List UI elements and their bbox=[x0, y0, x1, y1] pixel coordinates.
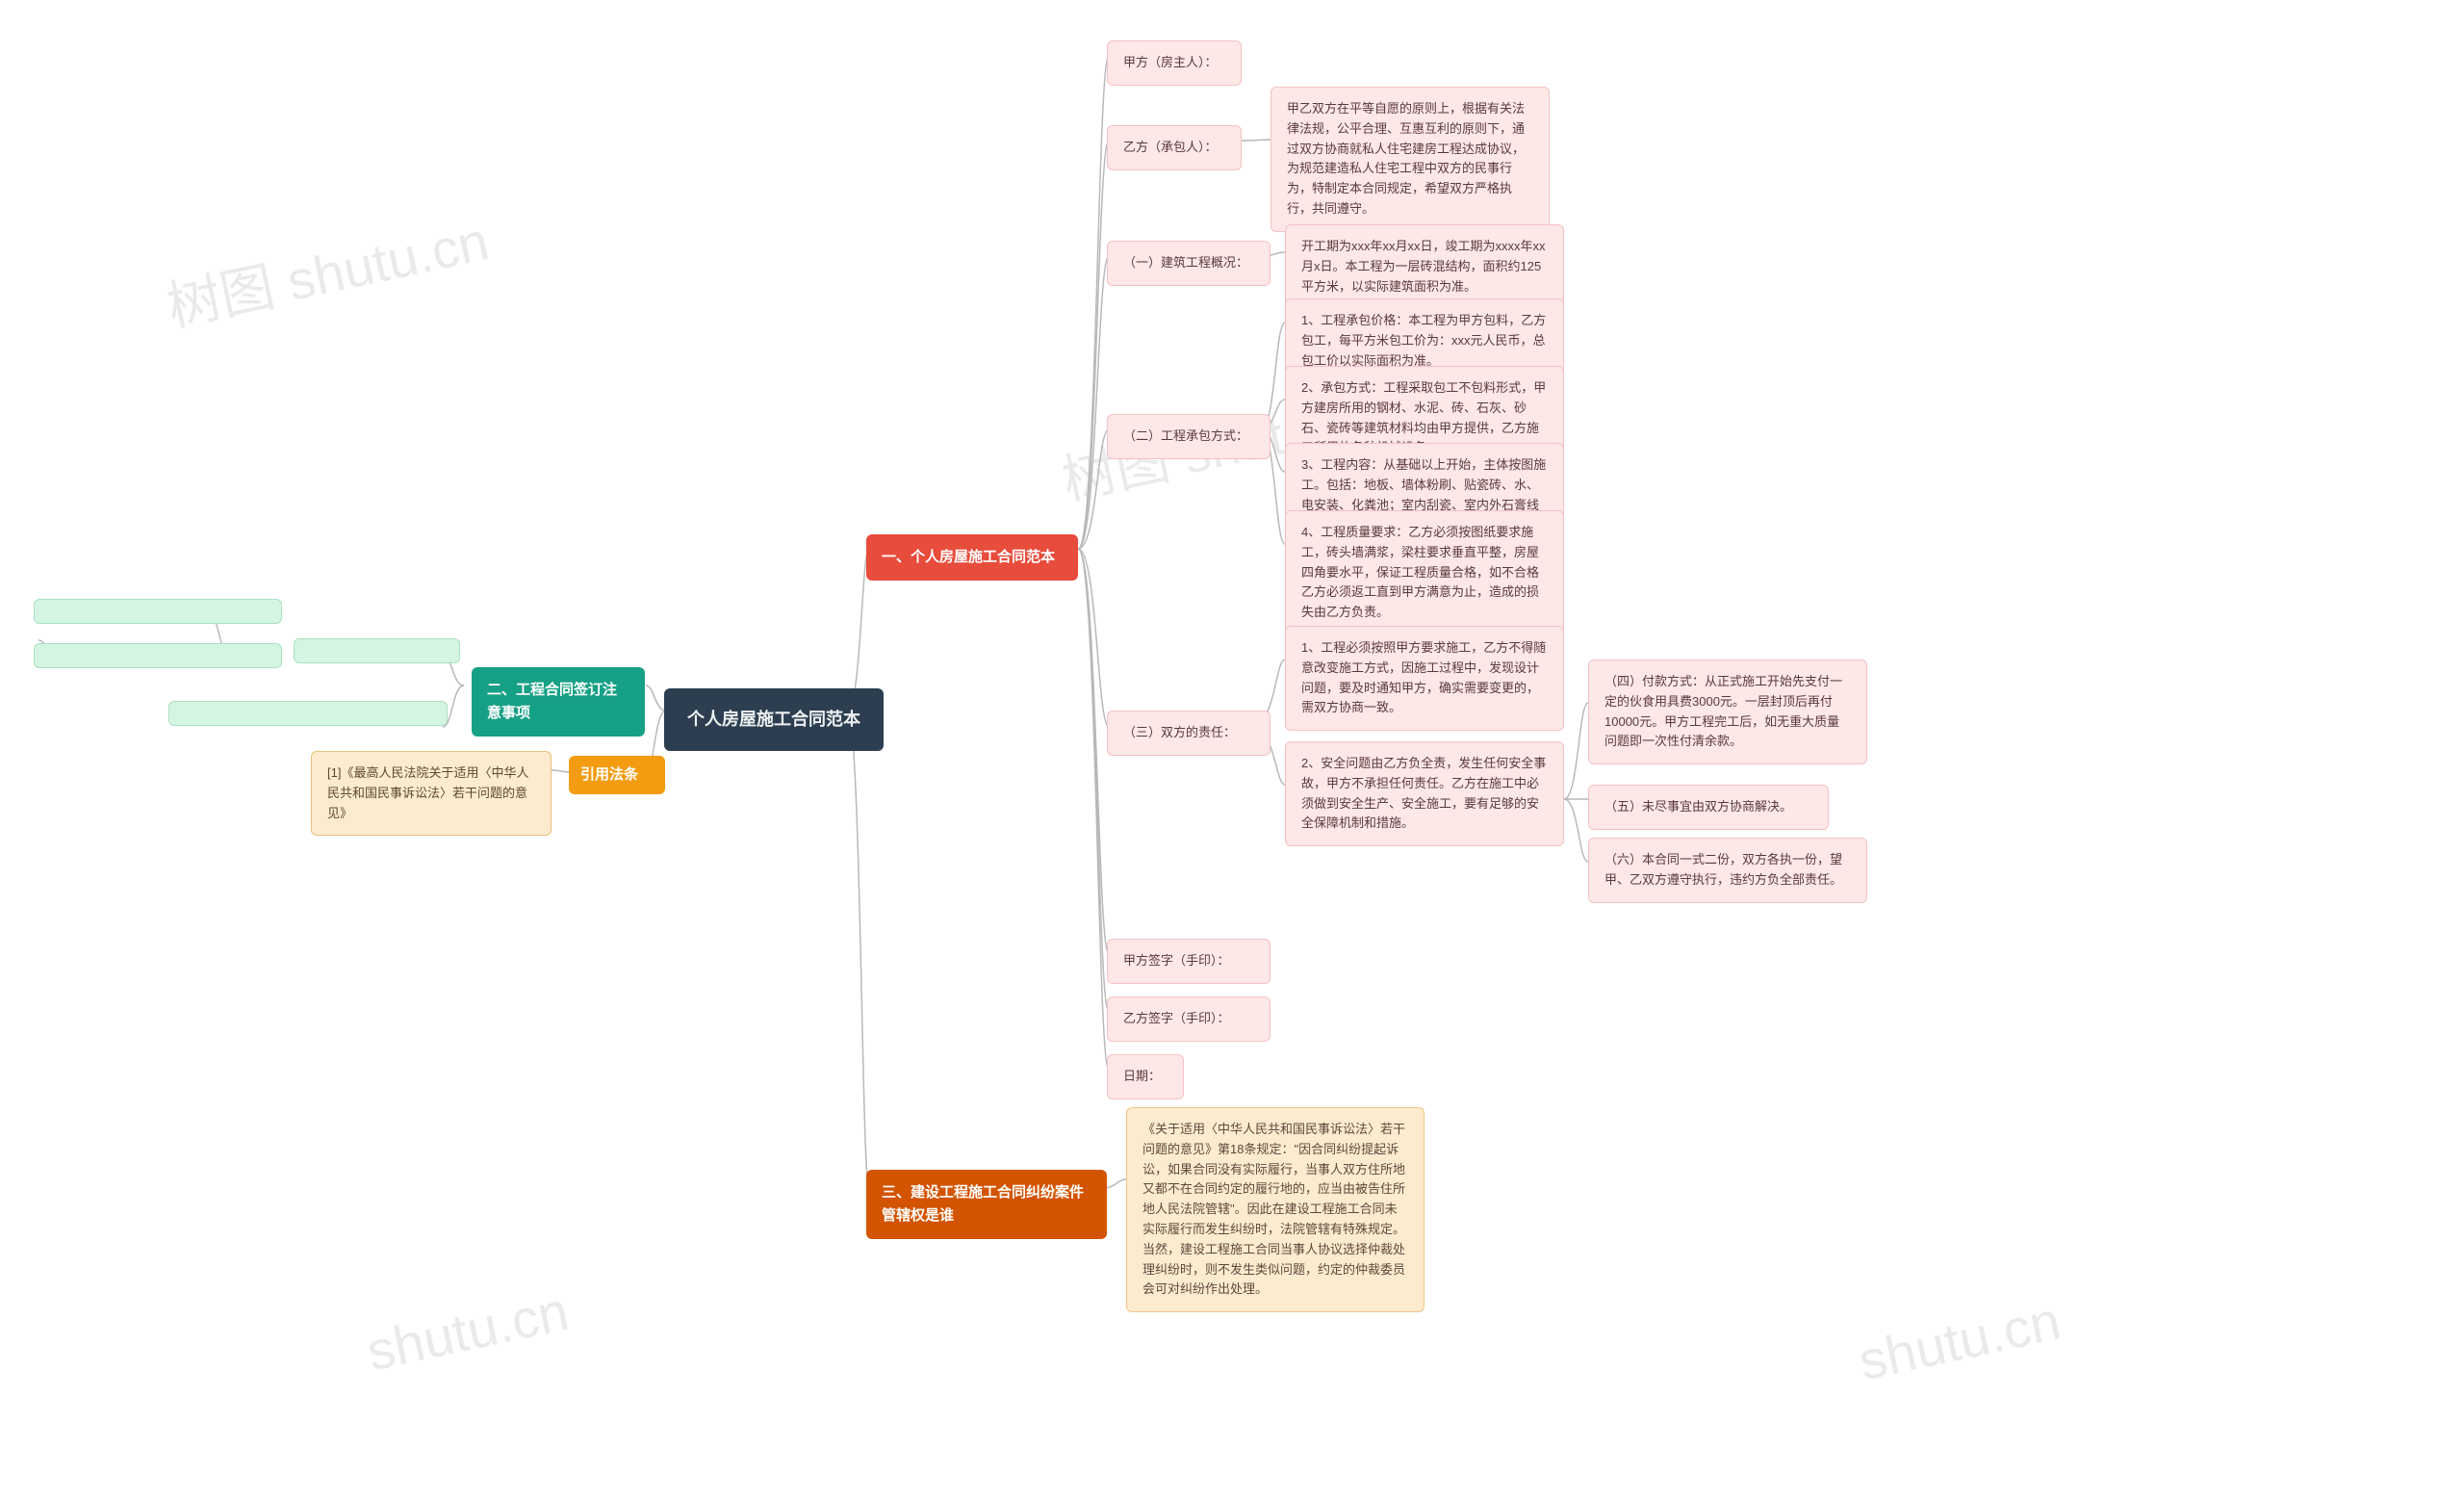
date: 日期： bbox=[1107, 1054, 1184, 1099]
branch-ref-title: 引用法条 bbox=[569, 756, 665, 794]
branch3-detail: 《关于适用〈中华人民共和国民事诉讼法〉若干问题的意见》第18条规定："因合同纠纷… bbox=[1126, 1107, 1424, 1312]
section-2: （二）工程承包方式： bbox=[1107, 414, 1270, 459]
watermark: 树图 shutu.cn bbox=[159, 198, 495, 343]
b2-erji bbox=[168, 701, 448, 726]
b2-fa1 bbox=[34, 599, 282, 624]
jia-party: 甲方（房主人）： bbox=[1107, 40, 1242, 86]
section-1-detail: 开工期为xxx年xx月xx日，竣工期为xxxx年xx月x日。本工程为一层砖混结构… bbox=[1285, 224, 1564, 309]
watermark: shutu.cn bbox=[1854, 1289, 2066, 1393]
section-2-item-4: 4、工程质量要求：乙方必须按图纸要求施工，砖头墙满浆，梁柱要求垂直平整，房屋四角… bbox=[1285, 510, 1564, 635]
sig-yi: 乙方签字（手印）： bbox=[1107, 996, 1270, 1042]
branch3-title: 三、建设工程施工合同纠纷案件管辖权是谁 bbox=[866, 1170, 1107, 1239]
yi-party: 乙方（承包人）： bbox=[1107, 125, 1242, 170]
sig-jia: 甲方签字（手印）： bbox=[1107, 939, 1270, 984]
b2-fa2 bbox=[34, 643, 282, 668]
section-3-item-2: 2、安全问题由乙方负全责，发生任何安全事故，甲方不承担任何责任。乙方在施工中必须… bbox=[1285, 741, 1564, 846]
section-3: （三）双方的责任： bbox=[1107, 711, 1270, 756]
section-3-sub-5: （五）未尽事宜由双方协商解决。 bbox=[1588, 785, 1829, 830]
section-3-sub-4: （四）付款方式：从正式施工开始先支付一定的伙食用具费3000元。一层封顶后再付1… bbox=[1588, 659, 1867, 764]
watermark: shutu.cn bbox=[362, 1280, 575, 1384]
yi-detail: 甲乙双方在平等自愿的原则上，根据有关法律法规，公平合理、互惠互利的原则下，通过双… bbox=[1270, 87, 1550, 232]
branch1-title: 一、个人房屋施工合同范本 bbox=[866, 534, 1078, 581]
section-3-item-1: 1、工程必须按照甲方要求施工，乙方不得随意改变施工方式，因施工过程中，发现设计问… bbox=[1285, 626, 1564, 731]
branch-ref-detail: [1]《最高人民法院关于适用〈中华人民共和国民事诉讼法〉若干问题的意见》 bbox=[311, 751, 552, 836]
root-node: 个人房屋施工合同范本 bbox=[664, 688, 884, 751]
b2-fafang bbox=[294, 638, 460, 663]
section-3-sub-6: （六）本合同一式二份，双方各执一份，望甲、乙双方遵守执行，违约方负全部责任。 bbox=[1588, 838, 1867, 903]
section-1: （一）建筑工程概况： bbox=[1107, 241, 1270, 286]
branch2-title: 二、工程合同签订注意事项 bbox=[472, 667, 645, 737]
